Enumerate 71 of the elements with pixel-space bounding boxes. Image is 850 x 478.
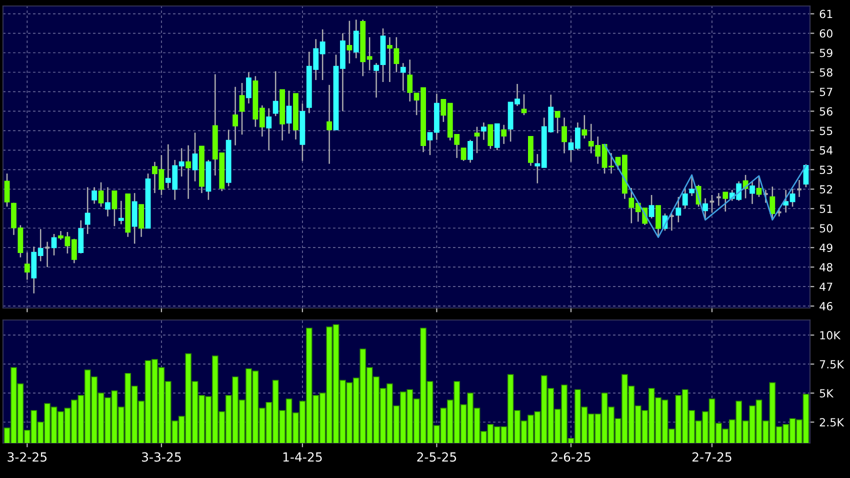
y-tick-label: 46 bbox=[820, 302, 832, 310]
candlestick bbox=[98, 182, 104, 208]
y-tick-label: 54 bbox=[820, 146, 833, 155]
candlestick bbox=[460, 148, 466, 162]
candlestick bbox=[494, 123, 500, 151]
candlestick bbox=[750, 180, 755, 205]
x-tick-label: 2-5-25 bbox=[417, 452, 456, 462]
candlestick bbox=[118, 200, 124, 225]
y-tick-label: 10K bbox=[820, 331, 841, 340]
y-tick-label: 49 bbox=[820, 244, 832, 252]
x-tick-label: 1-4-25 bbox=[283, 452, 322, 462]
candlestick bbox=[689, 174, 695, 197]
candlestick bbox=[648, 194, 654, 219]
y-tick-label: 5K bbox=[820, 389, 834, 398]
candlestick bbox=[468, 139, 473, 164]
y-tick-label: 2.5K bbox=[820, 418, 844, 426]
y-tick-label: 50 bbox=[820, 224, 832, 232]
candlestick bbox=[192, 132, 198, 182]
candlestick bbox=[186, 144, 192, 200]
candlestick bbox=[286, 90, 292, 134]
y-tick-label: 55 bbox=[820, 126, 832, 136]
candlestick bbox=[488, 124, 494, 150]
y-tick-label: 52 bbox=[820, 185, 832, 194]
candlestick bbox=[272, 70, 278, 117]
candlestick bbox=[400, 62, 406, 92]
candlestick bbox=[4, 172, 10, 208]
candlestick bbox=[702, 198, 708, 221]
candlestick bbox=[582, 114, 588, 140]
candlestick bbox=[24, 252, 30, 280]
candlestick bbox=[387, 36, 392, 83]
candlestick bbox=[521, 94, 527, 116]
candlestick bbox=[656, 205, 661, 238]
candlestick bbox=[474, 126, 480, 154]
x-tick-label: 2-6-25 bbox=[551, 452, 590, 462]
candlestick bbox=[246, 72, 252, 104]
candlestick bbox=[105, 186, 110, 218]
candlestick bbox=[554, 110, 560, 134]
candlestick bbox=[481, 122, 486, 140]
candlestick bbox=[138, 204, 144, 238]
y-tick-label: 56 bbox=[820, 107, 832, 116]
candlestick bbox=[92, 186, 98, 204]
candlestick bbox=[239, 82, 245, 136]
x-tick-label: 3-2-25 bbox=[8, 452, 46, 462]
candlestick bbox=[78, 220, 84, 254]
candlestick bbox=[562, 117, 567, 154]
candlestick bbox=[266, 108, 272, 151]
candlestick bbox=[501, 124, 507, 145]
candlestick bbox=[394, 36, 400, 73]
candlestick bbox=[682, 188, 688, 210]
y-tick-label: 47 bbox=[820, 282, 832, 291]
y-tick-label: 58 bbox=[820, 68, 832, 77]
candlestick bbox=[756, 175, 762, 198]
y-tick-label: 53 bbox=[820, 166, 832, 174]
x-tick-label: 2-7-25 bbox=[692, 452, 732, 462]
y-tick-label: 60 bbox=[820, 29, 832, 38]
candlestick bbox=[346, 20, 352, 64]
candlestick bbox=[51, 233, 57, 256]
y-tick-label: 61 bbox=[820, 10, 832, 18]
y-tick-label: 57 bbox=[820, 88, 832, 96]
candlestick bbox=[232, 86, 238, 146]
candlestick bbox=[770, 186, 776, 221]
y-tick-label: 7.5K bbox=[820, 360, 844, 368]
y-tick-label: 51 bbox=[820, 204, 832, 214]
candlestick bbox=[353, 19, 359, 59]
candlestick bbox=[84, 186, 90, 235]
y-tick-label: 59 bbox=[820, 48, 832, 58]
candlestick bbox=[374, 62, 379, 98]
candlestick bbox=[112, 190, 118, 227]
y-tick-label: 48 bbox=[820, 263, 832, 272]
candlestick bbox=[326, 84, 332, 164]
x-tick-label: 3-3-25 bbox=[142, 452, 181, 462]
